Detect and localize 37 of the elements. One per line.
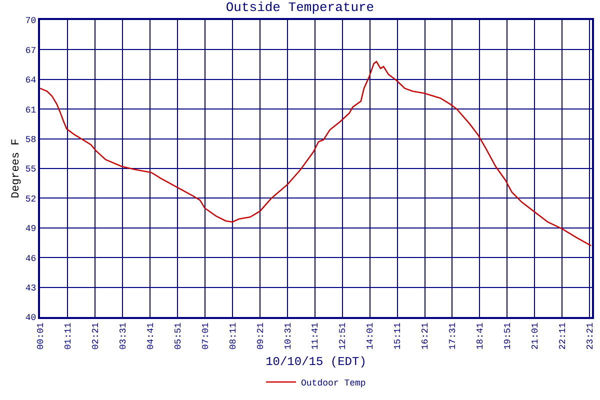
y-tick-label: 70	[25, 16, 36, 26]
y-axis-title: Degrees F	[10, 138, 23, 198]
x-tick-label: 18:41	[476, 322, 486, 350]
x-tick-label: 11:41	[310, 322, 321, 350]
x-tick-label: 04:41	[146, 322, 156, 350]
y-tick-label: 43	[25, 283, 36, 294]
line-series	[40, 60, 592, 246]
y-tick-label: 40	[25, 313, 36, 324]
x-tick-label: 10:31	[283, 322, 294, 350]
x-tick-label: 14:01	[366, 322, 376, 350]
x-tick-label: 01:11	[63, 322, 74, 350]
x-tick-label: 08:11	[228, 322, 238, 350]
x-tick-label: 02:21	[90, 322, 101, 350]
y-tick-label: 64	[25, 76, 36, 86]
x-tick-label: 21:01	[530, 322, 541, 350]
x-tick-label: 05:51	[173, 322, 184, 350]
y-tick-label: 61	[25, 105, 36, 116]
y-tick-label: 58	[25, 134, 36, 145]
y-tick-label: 49	[25, 224, 36, 234]
x-tick-label: 19:51	[503, 322, 514, 350]
x-tick-label: 12:51	[338, 322, 348, 350]
x-tick-label: 07:01	[200, 322, 211, 350]
y-tick-label: 52	[25, 194, 36, 204]
x-tick-label: 16:21	[420, 322, 431, 350]
y-tick-label: 55	[25, 164, 36, 175]
x-axis-title: 10/10/15 (EDT)	[266, 355, 366, 370]
x-tick-label: 03:31	[118, 322, 128, 350]
chart-title: Outside Temperature	[226, 0, 374, 16]
x-tick-label: 09:21	[256, 322, 266, 350]
x-tick-label: 15:11	[393, 322, 404, 350]
x-tick-label: 22:11	[558, 322, 568, 350]
x-tick-label: 17:31	[448, 322, 458, 350]
x-tick-label: 23:21	[586, 322, 596, 350]
x-tick-label: 00:01	[36, 322, 46, 350]
legend-label: Outdoor Temp	[301, 378, 366, 388]
y-tick-label: 46	[25, 254, 36, 264]
y-tick-label: 67	[25, 46, 36, 56]
